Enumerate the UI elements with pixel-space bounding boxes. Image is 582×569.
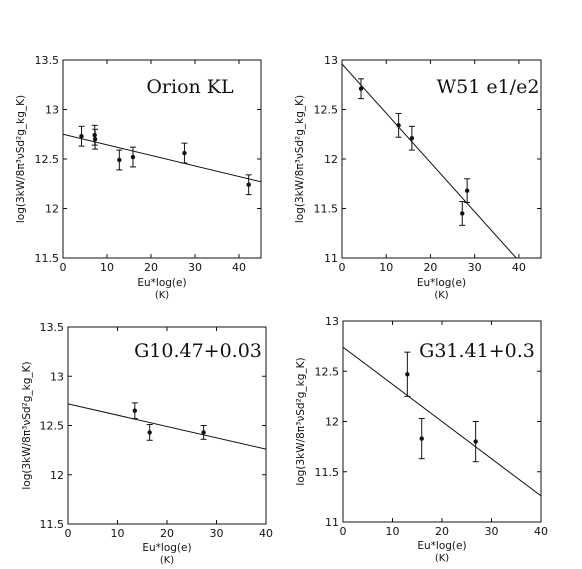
y-axis-label: log(3kW/8π³νSd²g_kg_K) [295, 357, 307, 485]
data-point [147, 430, 152, 435]
panel-title: G10.47+0.03 [134, 340, 262, 362]
data-point [92, 137, 98, 142]
y-tick-label: 12 [324, 153, 338, 166]
x-tick-label: 20 [423, 261, 437, 274]
x-tick-label: 40 [512, 261, 526, 274]
data-point [396, 123, 401, 128]
x-tick-label: 30 [468, 261, 482, 274]
data-point [117, 157, 122, 163]
x-tick-label: 0 [340, 525, 347, 538]
x-tick-label: 10 [379, 261, 393, 274]
panel-title: Orion KL [146, 76, 234, 98]
x-tick-label: 40 [534, 525, 548, 538]
y-tick-label: 12 [325, 416, 339, 429]
chart-panel: 0 10 20 30 40 11.5 12 12.5 13 13.5 Orion KL Eu*log(… [15, 54, 262, 301]
y-tick-label: 12 [45, 203, 59, 216]
x-tick-label: 10 [100, 261, 114, 274]
y-tick-label: 12.5 [35, 153, 60, 166]
x-axis-label: Eu*log(e) [417, 277, 466, 289]
data-point [473, 439, 478, 444]
fit-line [63, 133, 261, 183]
y-tick-label: 13 [45, 104, 59, 117]
data-point [132, 408, 138, 413]
y-tick-label: 12.5 [315, 365, 340, 378]
x-tick-label: 10 [386, 525, 400, 538]
x-axis-unit: (K) [160, 555, 174, 566]
y-axis-label: log(3kW/8π³νSd²g_kg_K) [15, 95, 27, 223]
y-tick-label: 11.5 [40, 518, 65, 531]
data-point [79, 134, 84, 139]
x-tick-label: 30 [188, 261, 202, 274]
y-tick-label: 13 [325, 315, 339, 328]
x-tick-label: 20 [435, 525, 449, 538]
x-tick-label: 20 [160, 527, 174, 540]
data-point [246, 182, 251, 187]
y-tick-label: 11.5 [315, 466, 340, 479]
data-point [460, 211, 465, 216]
data-point [358, 86, 364, 91]
fit-line [343, 346, 541, 497]
y-tick-label: 11.5 [35, 252, 60, 265]
x-tick-label: 40 [232, 261, 246, 274]
x-tick-label: 0 [60, 261, 67, 274]
y-tick-label: 12.5 [314, 104, 339, 117]
x-tick-label: 0 [65, 527, 72, 540]
x-tick-label: 20 [144, 261, 158, 274]
data-point [409, 136, 415, 141]
y-tick-label: 13 [50, 370, 64, 383]
x-tick-label: 0 [339, 261, 346, 274]
x-tick-label: 30 [485, 525, 499, 538]
x-tick-label: 30 [210, 527, 224, 540]
x-axis-label: Eu*log(e) [142, 542, 191, 554]
x-axis-label: Eu*log(e) [417, 540, 466, 552]
x-axis-label: Eu*log(e) [137, 277, 186, 289]
y-tick-label: 11.5 [314, 203, 339, 216]
y-tick-label: 11 [325, 516, 339, 529]
y-axis-label: log(3kW/8π³νSd²g_kg_K) [21, 361, 33, 489]
data-point [201, 430, 206, 435]
y-tick-label: 11 [324, 252, 338, 265]
x-tick-label: 10 [111, 527, 125, 540]
data-point [464, 188, 470, 193]
chart-panel: 0 10 20 30 40 11.5 12 12.5 13 13.5 G10.47+0.03 Eu*l… [21, 321, 273, 566]
data-point [182, 150, 187, 156]
data-point [405, 372, 410, 377]
fit-line [342, 63, 517, 258]
y-tick-label: 13.5 [35, 54, 60, 67]
y-tick-label: 13 [324, 54, 338, 67]
chart-panel: 0 10 20 30 40 11 11.5 12 12.5 13 G31.41+0.3 Eu*log(… [295, 315, 548, 564]
x-axis-unit: (K) [434, 290, 448, 301]
chart-panel: 0 10 20 30 40 11 11.5 12 12.5 13 W51 e1/e2 Eu*log(e… [294, 54, 542, 301]
fit-line [68, 403, 266, 450]
y-tick-label: 12 [50, 469, 64, 482]
data-point [419, 436, 424, 441]
y-tick-label: 12.5 [40, 420, 65, 433]
panel-title: G31.41+0.3 [419, 340, 535, 362]
y-axis-label: log(3kW/8π³νSd²g_kg_K) [294, 95, 306, 223]
x-tick-label: 40 [259, 527, 273, 540]
x-axis-unit: (K) [155, 290, 169, 301]
data-point [130, 154, 136, 160]
x-axis-unit: (K) [435, 553, 449, 564]
panel-title: W51 e1/e2 [437, 76, 540, 98]
y-tick-label: 13.5 [40, 321, 65, 334]
